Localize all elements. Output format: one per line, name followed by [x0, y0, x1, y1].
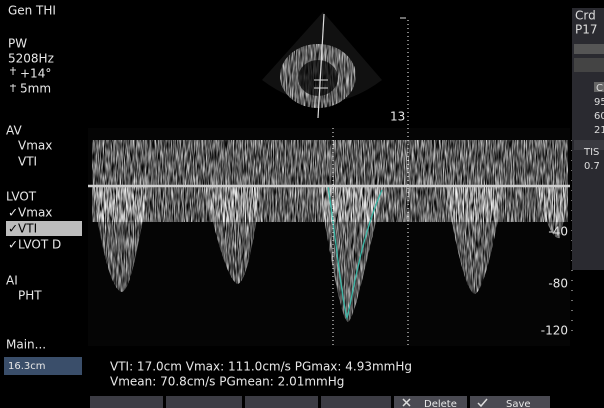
battery-icon — [574, 58, 604, 72]
soft-key[interactable] — [166, 396, 242, 408]
soft-key[interactable] — [90, 396, 163, 408]
page: Gen THI PW 5208Hz +14° 5mm AV Vmax VTI L… — [0, 0, 604, 408]
menu-item[interactable]: ✓Vmax — [8, 206, 52, 220]
menu-group: AI — [6, 274, 18, 288]
menu-item[interactable]: Vmax — [18, 139, 52, 153]
side-panel: Crd P17 CF 95% 601 21 TIS 0.7 — [572, 8, 604, 270]
menu-item[interactable]: ✓LVOT D — [8, 238, 61, 252]
side-value: 95% — [594, 97, 604, 108]
scale-label: -120 — [541, 324, 568, 338]
menu-item[interactable]: PHT — [18, 289, 42, 303]
ultrasound-screen: Gen THI PW 5208Hz +14° 5mm AV Vmax VTI L… — [0, 0, 604, 408]
side-value: 601 — [594, 111, 604, 122]
scale-label: -80 — [548, 277, 568, 291]
doppler-mode: PW — [8, 37, 27, 51]
measurement-results: Vmean: 70.8cm/s PGmean: 2.01mmHg — [110, 375, 344, 389]
tis-label: TIS — [583, 147, 599, 158]
preset: Crd — [575, 9, 596, 23]
cf-label: CF — [596, 83, 604, 94]
main-menu[interactable]: Main... — [6, 338, 46, 352]
soft-key[interactable] — [245, 396, 318, 408]
menu-group: LVOT — [6, 190, 37, 204]
scale-label: -40 — [548, 225, 568, 239]
probe-icon — [574, 44, 604, 54]
thi-label: THI — [35, 4, 56, 18]
delete-label[interactable]: Delete — [424, 399, 457, 408]
menu-group: AV — [6, 124, 22, 138]
tis-value: 0.7 — [584, 161, 600, 172]
measurement-results: VTI: 17.0cm Vmax: 111.0cm/s PGmax: 4.93m… — [110, 360, 412, 374]
frame-number: 13 — [390, 110, 405, 124]
depth: 16.3cm — [8, 361, 46, 372]
angle: +14° — [20, 67, 51, 81]
prf: 5208Hz — [8, 52, 54, 66]
menu-item[interactable]: VTI — [18, 155, 37, 169]
side-value: 21 — [594, 125, 604, 136]
save-label[interactable]: Save — [506, 399, 531, 408]
soft-key[interactable] — [321, 396, 391, 408]
menu-item-selected[interactable]: ✓VTI — [8, 222, 37, 236]
mode-label: Gen — [8, 4, 32, 18]
probe: P17 — [575, 23, 598, 37]
gate: 5mm — [20, 82, 51, 96]
